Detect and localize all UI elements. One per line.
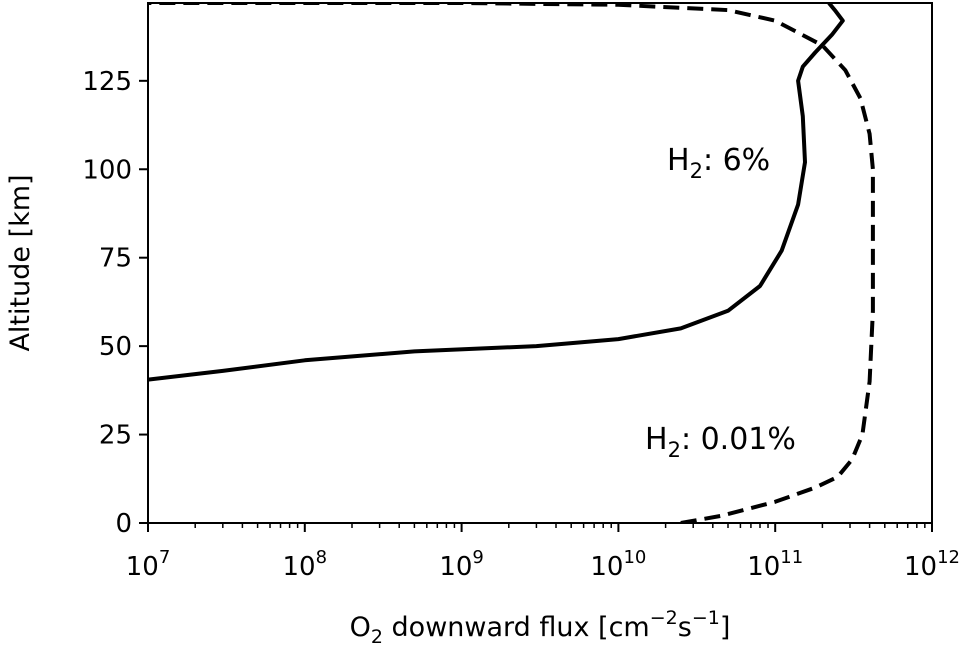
x-tick-label: 108 bbox=[283, 547, 328, 582]
x-tick-exponent: 11 bbox=[780, 547, 803, 568]
plot-frame bbox=[147, 2, 933, 524]
x-axis-title-part: downward flux [cm bbox=[383, 612, 650, 643]
y-tick-label: 50 bbox=[99, 332, 132, 362]
series-annotation: H2: 0.01% bbox=[645, 422, 796, 462]
x-axis-title-sub: 2 bbox=[371, 626, 383, 645]
x-tick-base: 10 bbox=[747, 552, 780, 582]
x-tick-label: 1012 bbox=[904, 547, 960, 582]
y-tick-label: 25 bbox=[99, 421, 132, 451]
x-tick-label: 107 bbox=[126, 547, 171, 582]
y-tick-label: 0 bbox=[115, 509, 132, 539]
x-axis-title-part: O bbox=[350, 612, 371, 643]
x-axis-title-part: s bbox=[678, 612, 692, 643]
series-annotation: H2: 6% bbox=[667, 143, 770, 183]
x-tick-base: 10 bbox=[126, 552, 159, 582]
x-tick-exponent: 7 bbox=[159, 547, 170, 568]
y-tick-label: 75 bbox=[99, 244, 132, 274]
x-tick-base: 10 bbox=[439, 552, 472, 582]
y-tick-label: 125 bbox=[82, 67, 132, 97]
annotation-sub: 2 bbox=[690, 159, 703, 183]
annotation-part: : 6% bbox=[703, 143, 770, 178]
y-axis-title: Altitude [km] bbox=[5, 174, 36, 351]
annotation-part: H bbox=[645, 422, 668, 457]
x-tick-exponent: 10 bbox=[623, 547, 646, 568]
x-tick-exponent: 9 bbox=[472, 547, 483, 568]
x-tick-label: 1011 bbox=[747, 547, 803, 582]
series-line-h2-0.01pct bbox=[148, 3, 875, 523]
axis-ticks bbox=[139, 79, 933, 532]
x-tick-exponent: 8 bbox=[316, 547, 327, 568]
series-line-h2-6pct bbox=[148, 3, 845, 382]
annotation-sub: 2 bbox=[668, 438, 681, 462]
x-tick-base: 10 bbox=[590, 552, 623, 582]
x-axis-title-part: ] bbox=[720, 612, 731, 643]
x-tick-label: 109 bbox=[439, 547, 484, 582]
x-axis-title: O2 downward flux [cm−2s−1] bbox=[350, 607, 731, 645]
x-tick-label: 1010 bbox=[590, 547, 646, 582]
x-tick-base: 10 bbox=[904, 552, 937, 582]
x-axis-title-sup: −2 bbox=[650, 607, 678, 629]
x-axis-title-sup: −1 bbox=[692, 607, 720, 629]
annotation-part: : 0.01% bbox=[681, 422, 796, 457]
x-tick-base: 10 bbox=[283, 552, 316, 582]
x-tick-exponent: 12 bbox=[937, 547, 960, 568]
annotation-part: H bbox=[667, 143, 690, 178]
plot-area bbox=[148, 3, 875, 523]
y-tick-label: 100 bbox=[82, 155, 132, 185]
